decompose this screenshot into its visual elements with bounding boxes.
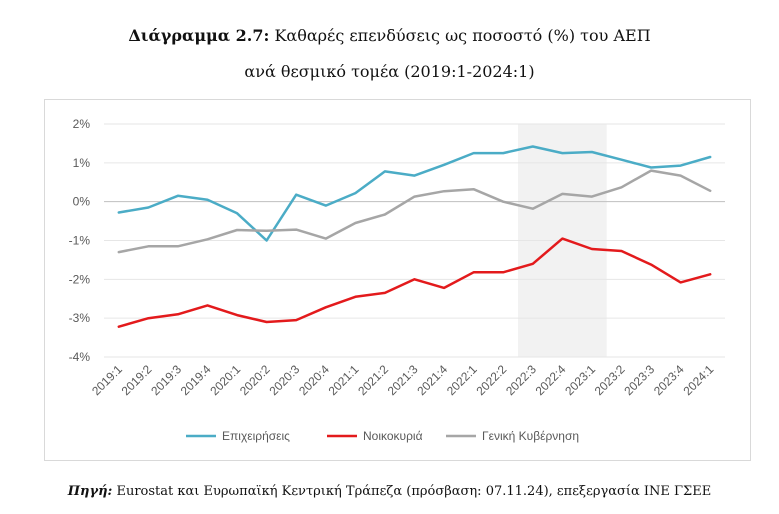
x-tick-label: 2020:4 (296, 362, 332, 398)
x-tick-label: 2022:2 (473, 362, 509, 398)
y-tick-label: -4% (69, 350, 91, 364)
series-line-2 (117, 237, 712, 328)
x-tick-label: 2021:4 (414, 362, 450, 398)
x-tick-label: 2021:2 (355, 362, 391, 398)
x-tick-label: 2022:1 (444, 362, 480, 398)
x-tick-label: 2024:1 (680, 362, 716, 398)
x-tick-label: 2023:2 (592, 362, 628, 398)
chart-frame (44, 99, 751, 461)
x-tick-label: 2023:1 (562, 362, 598, 398)
chart-subtitle: ανά θεσμικό τομέα (2019:1-2024:1) (244, 62, 535, 81)
x-tick-label: 2019:1 (89, 362, 125, 398)
x-tick-label: 2020:1 (207, 362, 243, 398)
series-line-1 (117, 145, 712, 242)
x-tick-label: 2020:3 (266, 362, 302, 398)
y-tick-label: 2% (73, 117, 91, 131)
chart-title-main: Καθαρές επενδύσεις ως ποσοστό (%) του ΑΕ… (274, 26, 651, 45)
x-tick-label: 2021:3 (385, 362, 421, 398)
legend-label: Νοικοκυριά (363, 429, 423, 443)
source-label: Πηγή: (67, 484, 113, 499)
y-tick-label: 0% (73, 195, 91, 209)
chart-title-prefix: Διάγραμμα 2.7: (128, 26, 270, 45)
x-tick-label: 2021:1 (326, 362, 362, 398)
legend-label: Επιχειρήσεις (222, 429, 290, 443)
x-tick-label: 2023:3 (621, 362, 657, 398)
x-tick-label: 2019:2 (119, 362, 155, 398)
legend-label: Γενική Κυβέρνηση (482, 429, 579, 443)
chart-title: Διάγραμμα 2.7: Καθαρές επενδύσεις ως ποσ… (0, 26, 779, 45)
y-tick-label: 1% (73, 156, 91, 170)
source-note: Πηγή: Eurostat και Ευρωπαϊκή Κεντρική Τρ… (0, 484, 779, 499)
x-tick-label: 2019:3 (148, 362, 184, 398)
x-tick-label: 2019:4 (178, 362, 214, 398)
series-line-3 (117, 169, 712, 254)
x-tick-label: 2022:3 (503, 362, 539, 398)
y-tick-label: -1% (69, 234, 91, 248)
y-tick-label: -3% (69, 311, 91, 325)
x-tick-label: 2020:2 (237, 362, 273, 398)
source-text: Eurostat και Ευρωπαϊκή Κεντρική Τράπεζα … (116, 484, 712, 499)
y-tick-label: -2% (69, 272, 91, 286)
x-tick-label: 2023:4 (651, 362, 687, 398)
x-tick-label: 2022:4 (533, 362, 569, 398)
